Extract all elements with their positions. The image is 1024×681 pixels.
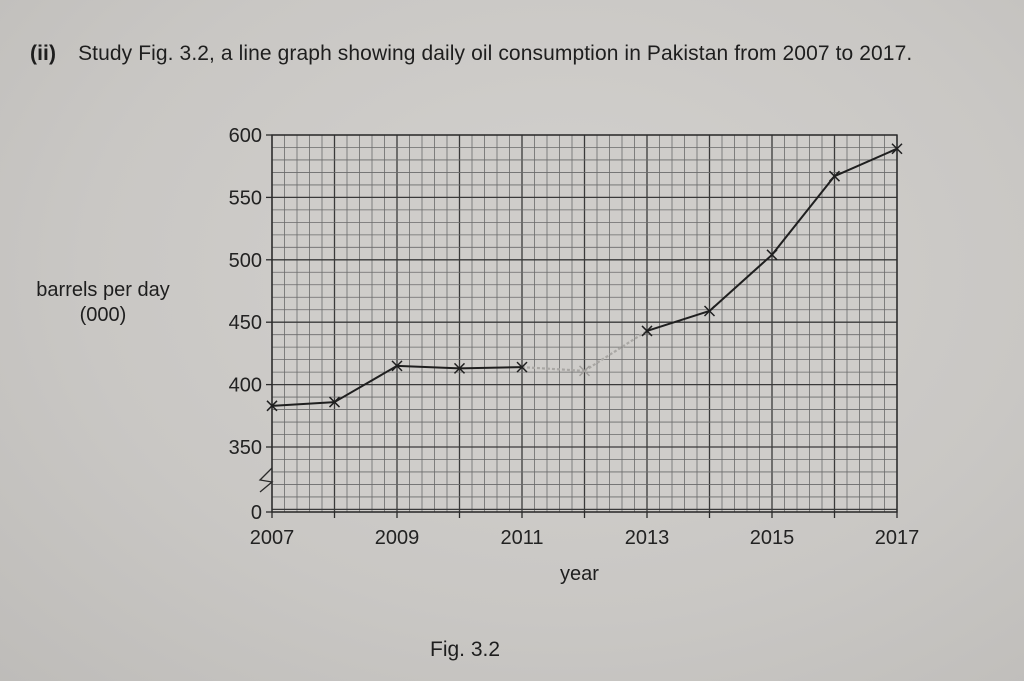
data-point-cross-icon [578,365,591,377]
chart-axes [258,134,898,518]
series-segment [834,147,898,178]
data-series [266,143,903,412]
x-tick-label: 2017 [875,527,920,549]
y-axis-label-units: barrels per day [36,279,170,301]
series-segment [396,364,460,370]
data-point-cross-icon [703,305,716,317]
y-tick-label: 450 [229,312,262,334]
tick-labels: 0 350 400 450 500 550 600 2007 2009 2011 2013 2015 2… [229,125,920,549]
series-segment [459,366,523,370]
data-point-cross-icon [891,143,903,155]
x-axis-label: year [560,563,599,585]
series-segment [583,330,648,372]
data-point-cross-icon [266,400,278,412]
x-tick-label: 2009 [375,527,420,549]
graph-paper-grid [271,134,898,513]
x-tick-label: 2011 [500,527,543,549]
data-point-cross-icon [766,249,778,261]
y-tick-label: 600 [229,125,262,147]
y-tick-label: 0 [251,502,262,524]
question-text: (ii) Study Fig. 3.2, a line graph showing… [30,42,912,66]
series-segment [708,254,773,312]
data-point-cross-icon [328,396,341,408]
series-segment [646,310,710,332]
data-point-cross-icon [391,360,403,372]
data-point-cross-icon [453,362,466,374]
series-segment [271,401,335,407]
figure-caption: Fig. 3.2 [430,638,501,661]
series-segment [521,366,585,372]
data-point-cross-icon [641,325,653,337]
x-tick-label: 2007 [250,527,295,549]
series-segment [333,365,398,403]
question-body: Study Fig. 3.2, a line graph showing dai… [78,42,913,65]
series-segment [771,175,836,256]
y-tick-label: 550 [229,187,262,209]
y-axis-label-multiplier: (000) [79,304,127,326]
x-tick-label: 2013 [625,527,670,549]
data-point-cross-icon [828,170,841,182]
y-tick-label: 350 [229,437,262,459]
x-tick-label: 2015 [750,527,795,549]
y-axis-label: barrels per day (000) [18,278,188,328]
axis-break-icon [258,467,274,493]
question-number: (ii) [30,42,57,65]
y-tick-label: 500 [229,250,262,272]
y-tick-label: 400 [229,375,262,397]
data-point-cross-icon [516,361,528,373]
